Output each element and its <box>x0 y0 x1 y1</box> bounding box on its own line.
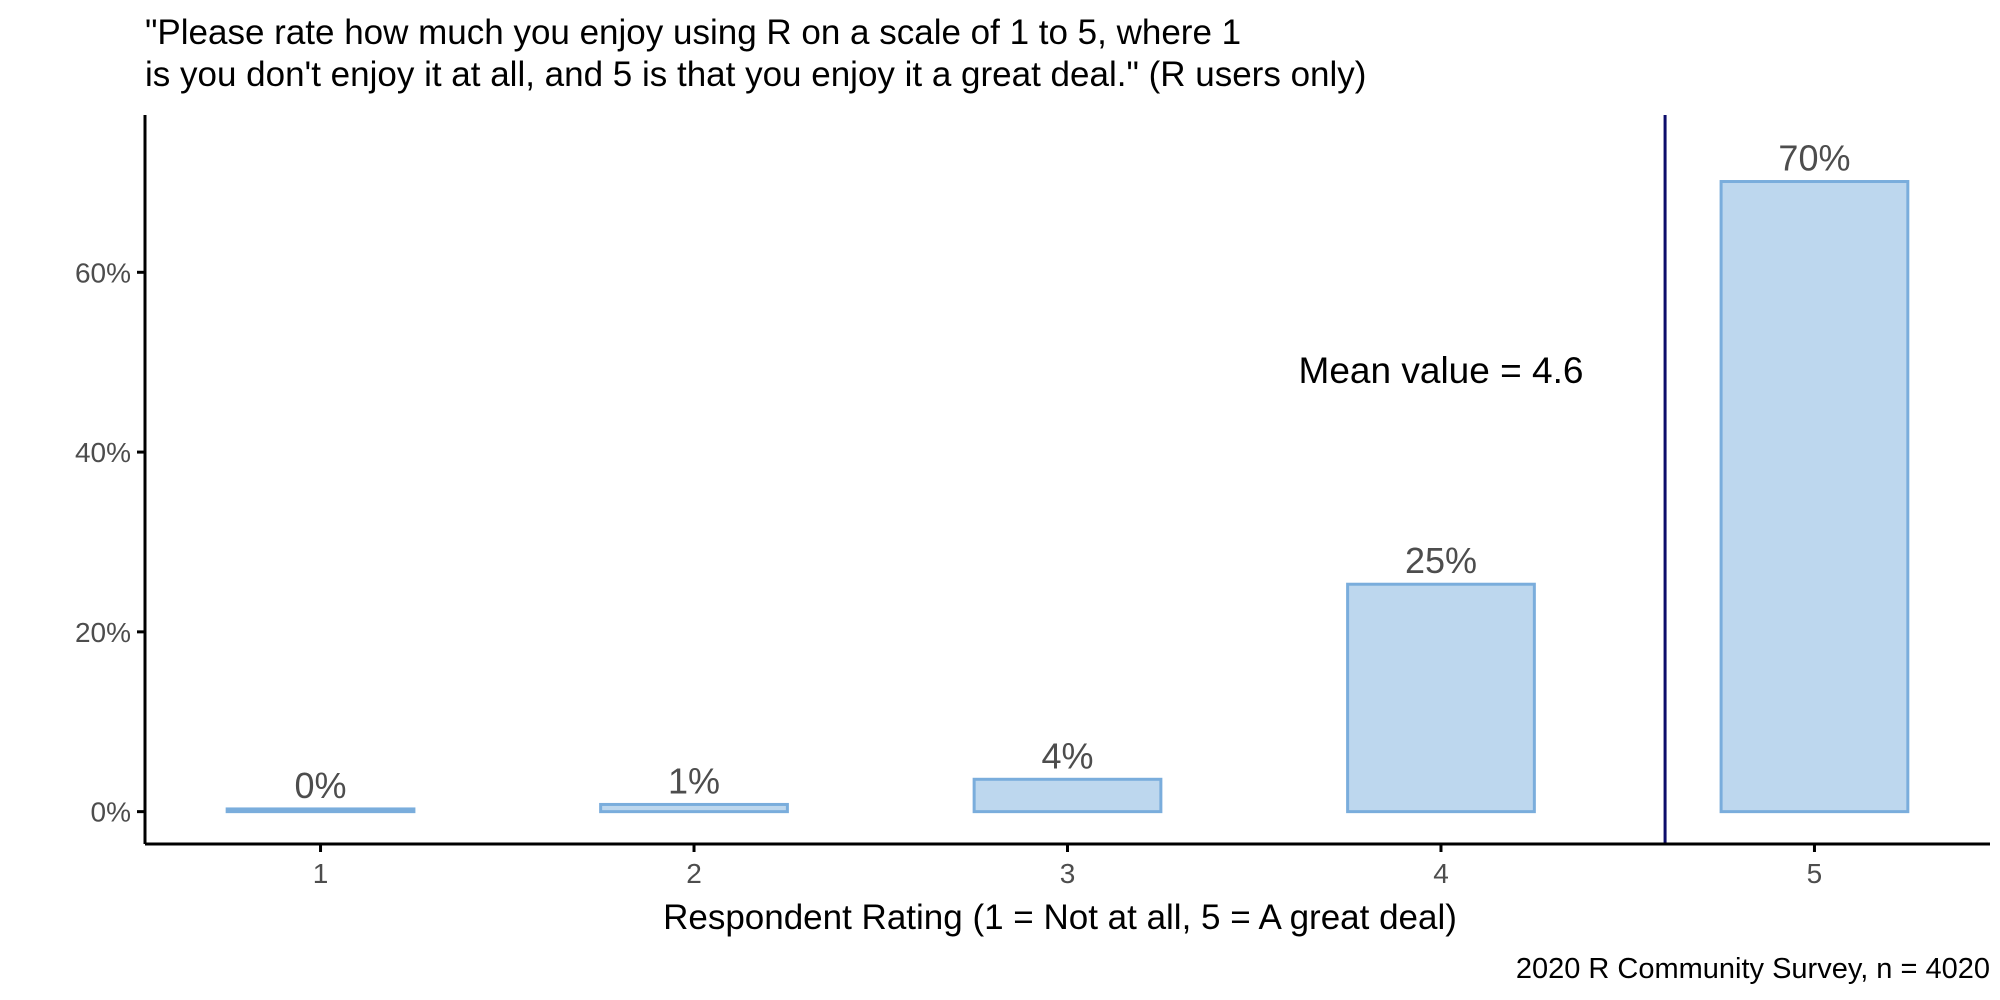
bar-3 <box>972 777 1163 814</box>
x-axis: 1 2 3 4 5 <box>145 842 1990 889</box>
y-tick-label: 40% <box>75 437 131 468</box>
bar-2 <box>599 802 789 814</box>
x-tick-label: 3 <box>1060 858 1076 889</box>
title-line-2: is you don't enjoy it at all, and 5 is t… <box>145 55 1366 94</box>
y-tick-label: 60% <box>75 257 131 288</box>
data-label-5: 70% <box>1778 138 1850 179</box>
data-label-3: 4% <box>1041 735 1093 776</box>
chart-caption: 2020 R Community Survey, n = 4020 <box>1516 953 1990 985</box>
y-tick-label: 0% <box>91 797 131 828</box>
data-label-1: 0% <box>295 765 347 806</box>
x-tick-label: 5 <box>1807 858 1823 889</box>
x-tick-label: 4 <box>1433 858 1449 889</box>
data-labels-layer: 0% 1% 4% 25% 70% <box>295 138 1851 806</box>
bars-layer <box>225 180 1910 814</box>
bar-1 <box>225 807 416 814</box>
bar-5 <box>1719 180 1910 814</box>
data-label-4: 25% <box>1405 540 1477 581</box>
data-label-2: 1% <box>668 760 720 801</box>
mean-annotation: Mean value = 4.6 <box>1299 350 1584 391</box>
y-axis: 0% 20% 40% 60% <box>75 115 147 844</box>
bar-4 <box>1346 582 1536 814</box>
y-tick-label: 20% <box>75 617 131 648</box>
x-tick-label: 1 <box>313 858 329 889</box>
title-line-1: "Please rate how much you enjoy using R … <box>145 13 1241 52</box>
x-axis-title: Respondent Rating (1 = Not at all, 5 = A… <box>663 898 1457 937</box>
chart-title: "Please rate how much you enjoy using R … <box>145 13 1366 94</box>
x-tick-label: 2 <box>686 858 702 889</box>
